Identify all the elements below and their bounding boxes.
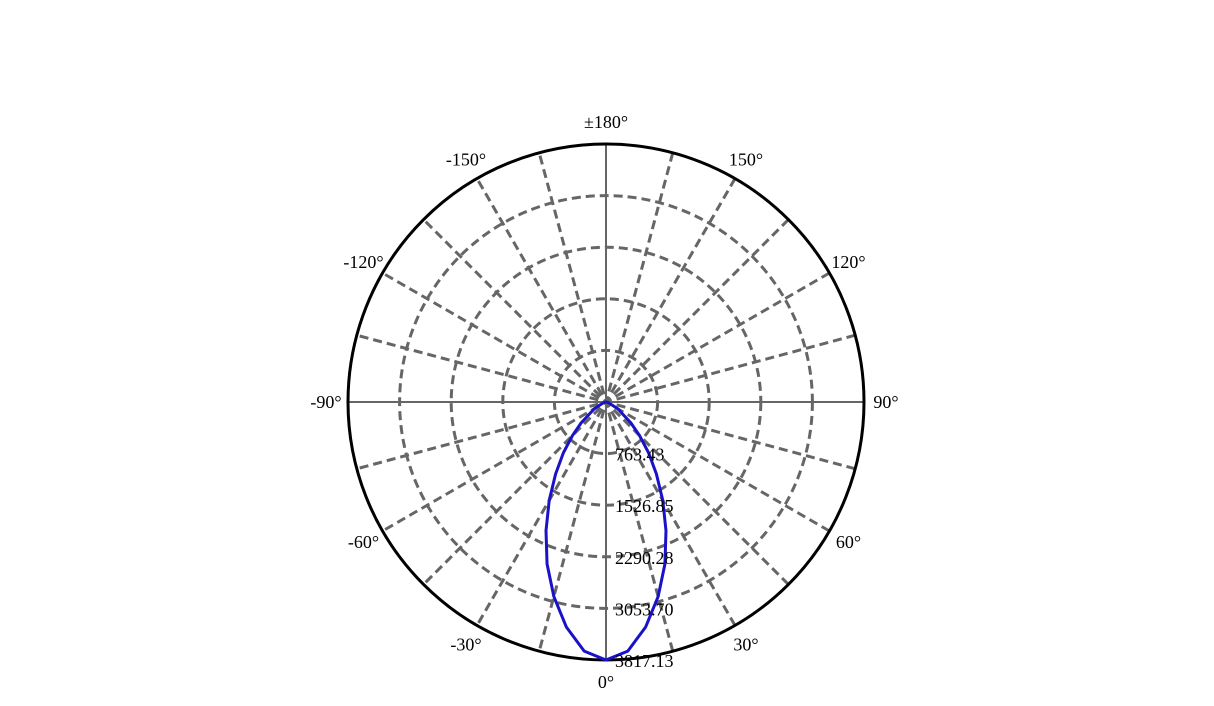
radial-tick-label: 763.43 bbox=[615, 445, 665, 465]
grid-ring bbox=[449, 245, 763, 559]
angle-tick-label: 90° bbox=[873, 392, 898, 412]
labels: 763.43 1526.85 2290.28 3053.70 3817.130° 30° 6… bbox=[310, 112, 898, 692]
angle-tick-label: -60° bbox=[348, 532, 379, 552]
angle-tick-label: -150° bbox=[446, 150, 486, 170]
angle-tick-label: -90° bbox=[310, 392, 341, 412]
intensity-curve bbox=[544, 400, 668, 662]
intensity-curves bbox=[544, 400, 668, 662]
radial-tick-label: 3817.13 bbox=[615, 651, 674, 671]
angle-tick-label: 60° bbox=[836, 532, 861, 552]
angle-tick-label: 0° bbox=[598, 672, 614, 692]
radial-tick-label: 3053.70 bbox=[615, 599, 674, 619]
angle-tick-label: 150° bbox=[729, 150, 763, 170]
grid-ring bbox=[552, 348, 660, 456]
radial-tick-label: 2290.28 bbox=[615, 548, 674, 568]
grid-ring bbox=[398, 194, 814, 610]
angle-tick-label: -120° bbox=[343, 252, 383, 272]
angle-tick-label: ±180° bbox=[584, 112, 628, 132]
grid-ring bbox=[501, 297, 711, 507]
angle-tick-label: 30° bbox=[733, 634, 758, 654]
radial-tick-label: 1526.85 bbox=[615, 496, 674, 516]
angle-tick-label: 120° bbox=[831, 252, 865, 272]
angle-tick-label: -30° bbox=[450, 634, 481, 654]
